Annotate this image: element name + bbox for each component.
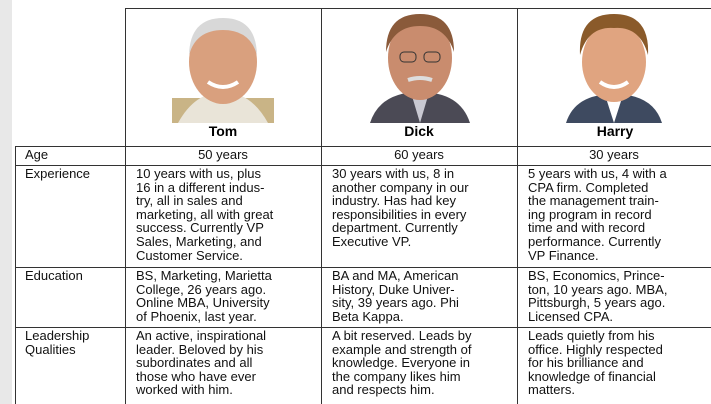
grid-line bbox=[15, 146, 711, 147]
cell-line: the company likes him bbox=[332, 368, 461, 384]
cell-line: responsibilities in every bbox=[332, 206, 467, 222]
grid-line bbox=[15, 267, 711, 268]
cell-line: ing program in record bbox=[528, 206, 652, 222]
cell-line: ton, 10 years ago. MBA, bbox=[528, 281, 668, 297]
cell-line: industry. Has had key bbox=[332, 193, 457, 209]
cell-line: 16 in a different indus- bbox=[136, 179, 265, 195]
photo-tom bbox=[172, 18, 274, 123]
row-label: Age bbox=[25, 148, 48, 162]
cell-line: another company in our bbox=[332, 179, 469, 195]
table-cell: 30 years bbox=[517, 148, 711, 162]
cell-line: Beta Kappa. bbox=[332, 308, 404, 324]
cell-line: College, 26 years ago. bbox=[136, 281, 267, 297]
cell-line: success. Currently VP bbox=[136, 220, 264, 236]
cell-line: time and with record bbox=[528, 220, 646, 236]
cell-line: A bit reserved. Leads by bbox=[332, 328, 472, 343]
cell-line: BS, Economics, Prince- bbox=[528, 268, 665, 283]
cell-line: performance. Currently bbox=[528, 233, 661, 249]
cell-line: An active, inspirational bbox=[136, 328, 267, 343]
column-name: Tom bbox=[208, 123, 238, 139]
cell-line: office. Highly respected bbox=[528, 341, 663, 357]
cell-line: knowledge of financial bbox=[528, 368, 656, 384]
table-cell: BA and MA, American History, Duke Univer-… bbox=[332, 269, 459, 323]
table-cell: An active, inspirational leader. Beloved … bbox=[136, 329, 266, 397]
cell-line: the management train- bbox=[528, 193, 659, 209]
cell-line: Pittsburgh, 5 years ago. bbox=[528, 295, 666, 311]
photos bbox=[172, 14, 662, 123]
cell-line: Sales, Marketing, and bbox=[136, 233, 262, 249]
row-label: Experience bbox=[25, 167, 90, 181]
cell-line: Licensed CPA. bbox=[528, 308, 614, 324]
cell-line: 10 years with us, plus bbox=[136, 166, 262, 181]
cell-line: for his brilliance and bbox=[528, 355, 644, 371]
cell-line: BS, Marketing, Marietta bbox=[136, 268, 272, 283]
photo-harry bbox=[566, 14, 662, 123]
cell-line: CPA firm. Completed bbox=[528, 179, 649, 195]
table-cell: 10 years with us, plus 16 in a different … bbox=[136, 167, 273, 262]
cell-line: example and strength of bbox=[332, 341, 472, 357]
table-cell: A bit reserved. Leads by example and stre… bbox=[332, 329, 471, 397]
label-line: Education bbox=[25, 268, 83, 283]
cell-line: History, Duke Univer- bbox=[332, 281, 455, 297]
label-line: Experience bbox=[25, 166, 91, 181]
cell-line: matters. bbox=[528, 382, 575, 398]
grid-line bbox=[517, 8, 518, 404]
table-cell: BS, Marketing, Marietta College, 26 years… bbox=[136, 269, 272, 323]
cell-line: Leads quietly from his bbox=[528, 328, 655, 343]
cell-line: BA and MA, American bbox=[332, 268, 459, 283]
cell-line: knowledge. Everyone in bbox=[332, 355, 471, 371]
side-strip bbox=[0, 0, 12, 404]
cell-line: Customer Service. bbox=[136, 247, 243, 263]
column-name: Harry bbox=[596, 123, 634, 139]
table-cell: Leads quietly from his office. Highly res… bbox=[528, 329, 663, 397]
table-cell: BS, Economics, Prince-ton, 10 years ago.… bbox=[528, 269, 667, 323]
cell-line: 5 years with us, 4 with a bbox=[528, 166, 667, 181]
cell-line: 30 years bbox=[589, 147, 639, 162]
label-line: Qualities bbox=[25, 341, 76, 357]
cell-line: and respects him. bbox=[332, 382, 435, 398]
label-line: Age bbox=[25, 147, 49, 162]
cell-line: Executive VP. bbox=[332, 233, 412, 249]
row-label: Education bbox=[25, 269, 83, 283]
cell-line: sity, 39 years ago. Phi bbox=[332, 295, 459, 311]
cell-line: subordinates and all bbox=[136, 355, 253, 371]
table-cell: 60 years bbox=[321, 148, 517, 162]
cell-line: 30 years with us, 8 in bbox=[332, 166, 455, 181]
row-label: Leadership Qualities bbox=[25, 329, 89, 356]
grid-line bbox=[15, 146, 16, 404]
photo-dick bbox=[370, 14, 470, 123]
grid-line bbox=[15, 165, 711, 166]
column-name: Dick bbox=[404, 123, 434, 139]
grid-line bbox=[125, 8, 126, 404]
cell-line: worked with him. bbox=[136, 382, 233, 398]
cell-line: 60 years bbox=[394, 147, 444, 162]
label-line: Leadership bbox=[25, 328, 90, 343]
grid-line bbox=[15, 327, 711, 328]
grid-line bbox=[125, 8, 711, 9]
cell-line: 50 years bbox=[198, 147, 248, 162]
cell-line: VP Finance. bbox=[528, 247, 599, 263]
table-cell: 5 years with us, 4 with a CPA firm. Compl… bbox=[528, 167, 667, 262]
cell-line: marketing, all with great bbox=[136, 206, 274, 222]
table-cell: 30 years with us, 8 in another company in… bbox=[332, 167, 469, 249]
cell-line: leader. Beloved by his bbox=[136, 341, 264, 357]
cell-line: Online MBA, University bbox=[136, 295, 270, 311]
table-cell: 50 years bbox=[125, 148, 321, 162]
grid-line bbox=[321, 8, 322, 404]
cell-line: those who have ever bbox=[136, 368, 256, 384]
cell-line: department. Currently bbox=[332, 220, 458, 236]
cell-line: of Phoenix, last year. bbox=[136, 308, 257, 324]
cell-line: try, all in sales and bbox=[136, 193, 243, 209]
